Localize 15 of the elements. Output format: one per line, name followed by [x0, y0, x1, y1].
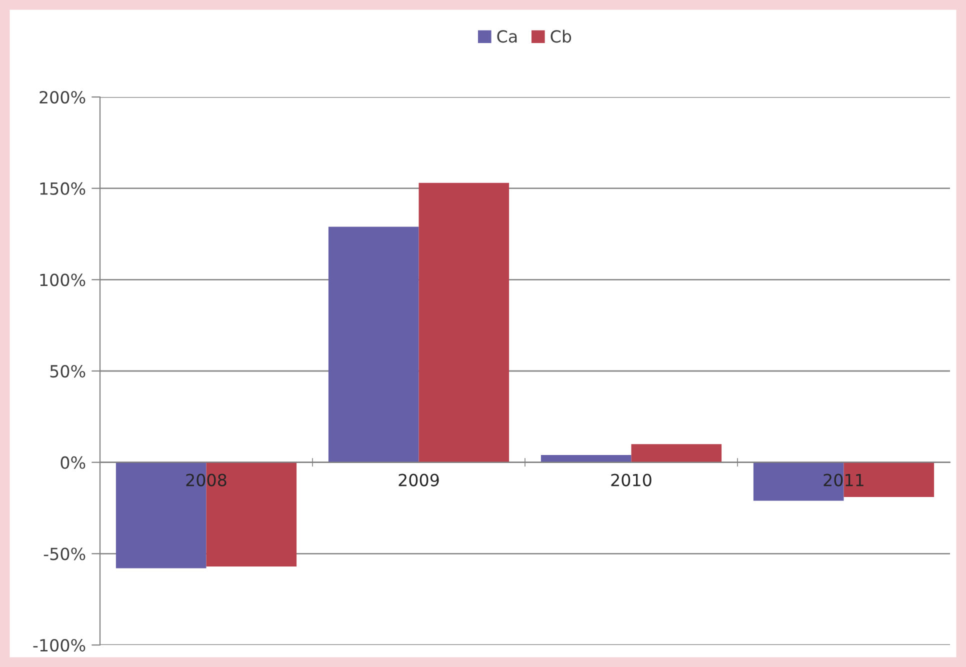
y-tick-label: -50%	[44, 548, 86, 560]
y-tick-label: 50%	[50, 364, 86, 378]
legend-label: Cb	[550, 30, 572, 43]
y-tick-label: 150%	[40, 182, 86, 195]
bar	[328, 226, 419, 462]
y-tick-label: 100%	[40, 274, 86, 286]
x-tick-label: 2010	[611, 474, 652, 486]
x-tick-label: 2009	[398, 474, 439, 486]
bar	[418, 182, 510, 462]
legend-label: Ca	[497, 30, 517, 43]
y-tick-label: -100%	[33, 638, 86, 652]
y-tick-label: 200%	[40, 90, 86, 104]
bar	[540, 455, 632, 462]
y-tick-label: 0%	[60, 456, 86, 469]
bar	[631, 444, 722, 462]
